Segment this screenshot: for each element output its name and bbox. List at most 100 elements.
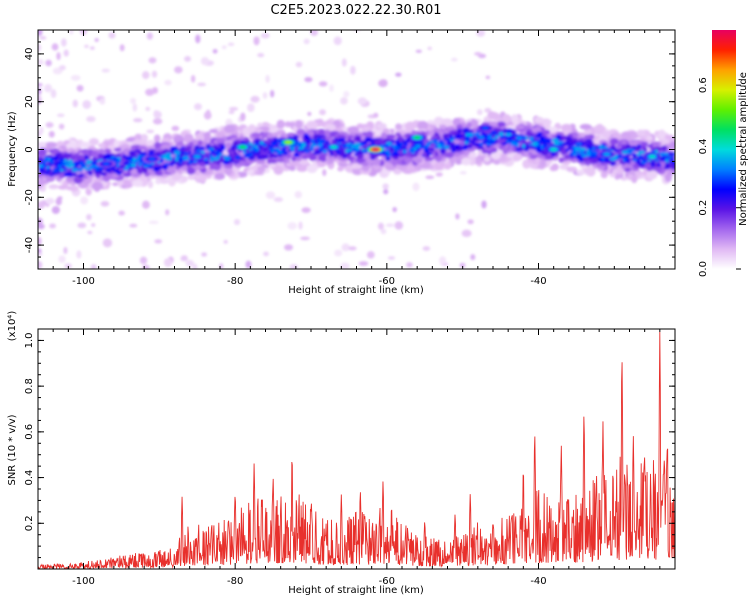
spectrogram-band-blob [391, 159, 397, 166]
spectrogram-noise-blob [49, 223, 56, 229]
spectrogram-noise-blob [45, 197, 55, 205]
spectrogram-noise-blob [340, 97, 348, 105]
spectrogram-band-blob [487, 133, 494, 136]
spectrogram-noise-blob [470, 254, 476, 261]
spectrogram-band-blob [97, 142, 106, 149]
spectrogram-band-blob [455, 143, 460, 149]
spectrogram-band-blob [572, 138, 578, 143]
spectrogram-band-blob [214, 172, 226, 180]
spectrogram-band-blob [140, 133, 148, 142]
spectrogram-band-blob [137, 162, 143, 167]
spectrogram-peak [330, 145, 338, 149]
spectrogram-noise-blob [38, 94, 42, 102]
y-tick-label: 0.4 [24, 470, 35, 486]
spectrogram-band-blob [451, 148, 456, 153]
spectrogram-noise-blob [151, 70, 158, 78]
spectrogram-noise-blob [350, 65, 356, 75]
spectrogram-band-blob [113, 147, 122, 152]
spectrogram-band-blob [267, 158, 277, 164]
spectrogram-band-blob [298, 151, 303, 156]
spectrogram-band-blob [344, 149, 350, 153]
spectrogram-band-blob [392, 155, 399, 160]
spectrogram-noise-blob [201, 252, 208, 257]
spectrogram-noise-blob [435, 172, 443, 177]
spectrogram-noise-blob [38, 223, 45, 230]
spectrogram-band-blob [631, 149, 635, 152]
spectrogram-band-blob [539, 158, 546, 167]
spectrogram-band-blob [476, 134, 481, 138]
spectrogram-band-blob [641, 141, 649, 146]
spectrogram-noise-blob [304, 76, 313, 83]
spectrogram-band-blob [271, 142, 277, 146]
colorbar-tick-label: 0.2 [698, 200, 709, 216]
spectrogram-band-blob [210, 155, 214, 161]
spectrogram-noise-blob [467, 219, 474, 225]
spectrogram-noise-blob [51, 43, 59, 51]
spectrogram-band-blob [112, 173, 119, 179]
spectrogram-band-blob [479, 142, 484, 147]
spectrogram-band-blob [404, 121, 416, 131]
spectrogram-band-blob [356, 123, 364, 129]
spectrogram-noise-blob [334, 249, 343, 257]
spectrogram-band-blob [259, 140, 264, 145]
spectrogram-noise-blob [59, 65, 66, 71]
spectrogram-band-blob [70, 155, 77, 159]
spectrogram-band-blob [408, 148, 414, 153]
spectrogram-band-blob [456, 134, 463, 138]
spectrogram-noise-blob [474, 51, 482, 56]
spectrogram-noise-blob [240, 112, 246, 122]
spectrogram-band-blob [565, 148, 570, 152]
snr-y-axis: 0.2 0.4 0.6 0.8 1.0 [24, 328, 675, 570]
spectrogram-band-blob [97, 153, 104, 160]
spectrogram-band-blob [385, 156, 391, 161]
spectrogram-noise-blob [348, 246, 357, 251]
spectrogram-band-blob [277, 153, 283, 158]
spectrogram-noise-blob [382, 183, 389, 190]
spectrogram-band-blob [174, 157, 179, 162]
spectrogram-band-blob [415, 144, 421, 149]
spectrogram-band-blob [466, 121, 472, 130]
spectrogram-band-blob [322, 149, 328, 154]
spectrogram-noise-blob [45, 122, 54, 128]
spectrogram-band-blob [461, 157, 472, 166]
spectrogram-band-blob [429, 148, 435, 152]
spectrogram-noise-blob [227, 42, 235, 47]
spectrogram-band-blob [469, 119, 479, 129]
spectrogram-band-blob [154, 141, 161, 149]
spectrogram-band-blob [164, 163, 170, 166]
spectrogram-band-blob [576, 169, 585, 175]
spectrogram-band-blob [395, 123, 402, 130]
spectrogram-noise-blob [45, 59, 52, 67]
colorbar-label: Normalized spectral amplitude [738, 72, 749, 226]
spectrogram-band-blob [543, 143, 547, 149]
spectrogram-band-blob [147, 152, 155, 157]
spectrogram-band-blob [88, 138, 100, 146]
spectrogram-noise-blob [295, 61, 303, 68]
spectrogram-noise-blob [112, 182, 119, 187]
spectrogram-band-blob [216, 156, 220, 160]
spectrogram-band-blob [443, 145, 450, 150]
spectrogram-band-blob [418, 140, 425, 144]
spectrogram-noise-blob [90, 264, 97, 269]
spectrogram-band-blob [115, 153, 122, 159]
snr-series-line [38, 331, 675, 569]
spectrogram-noise-blob [307, 111, 312, 116]
spectrogram-band-blob [234, 155, 242, 160]
spectrogram-band-blob [162, 155, 169, 160]
spectrogram-band-blob [77, 154, 85, 161]
spectrogram-noise-blob [63, 246, 68, 254]
spectrogram-band-blob [377, 138, 384, 144]
spectrogram-band-blob [551, 163, 559, 171]
spectrogram-band-blob [205, 143, 210, 150]
spectrogram-band-blob [296, 164, 308, 172]
spectrogram-noise-blob [425, 175, 435, 180]
spectrogram-noise-blob [58, 255, 66, 263]
y-tick-label: 1.0 [24, 332, 35, 348]
spectrogram-noise-blob [229, 106, 239, 111]
spectrogram-band-blob [631, 152, 638, 158]
spectrogram-band-blob [166, 166, 175, 174]
spectrogram-band-blob [44, 156, 48, 161]
spectrogram-band-blob [484, 156, 491, 162]
spectrogram-noise-blob [192, 263, 198, 269]
spectrogram-band-blob [267, 132, 273, 140]
